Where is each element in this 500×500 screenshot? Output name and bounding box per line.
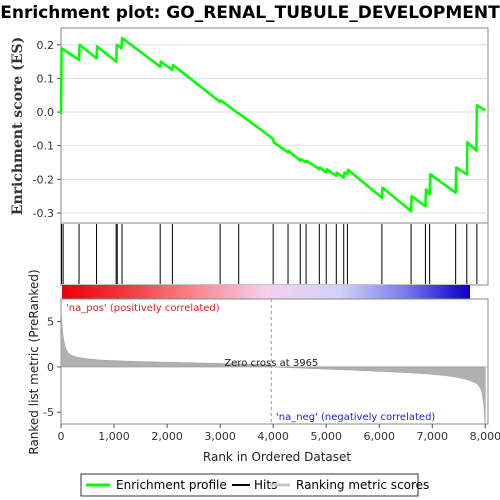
x-tick-label: 6,000 bbox=[364, 430, 396, 443]
es-axis-label: Enrichment score (ES) bbox=[10, 37, 26, 215]
legend-hits-label: Hits bbox=[254, 478, 277, 492]
metric-ytick-label: 5 bbox=[47, 316, 54, 329]
es-ytick-label: -0.2 bbox=[33, 173, 54, 186]
x-tick-label: 7,000 bbox=[417, 430, 449, 443]
x-tick-label: 3,000 bbox=[204, 430, 236, 443]
x-tick-label: 8,000 bbox=[470, 430, 500, 443]
metric-ytick-label: -5 bbox=[43, 406, 54, 419]
es-ytick-label: -0.1 bbox=[33, 140, 54, 153]
rank-color-bar bbox=[62, 285, 470, 299]
x-tick-label: 4,000 bbox=[257, 430, 289, 443]
es-panel-frame bbox=[60, 27, 489, 224]
es-ytick-label: -0.3 bbox=[33, 207, 54, 220]
enrichment-profile-line bbox=[59, 36, 486, 213]
neg-label: 'na_neg' (negatively correlated) bbox=[276, 412, 435, 423]
x-tick-label: 2,000 bbox=[151, 430, 183, 443]
zero-cross-label: Zero cross at 3965 bbox=[224, 358, 318, 369]
chart-title: Enrichment plot: GO_RENAL_TUBULE_DEVELOP… bbox=[0, 3, 500, 23]
metric-ytick-label: 0 bbox=[47, 361, 54, 374]
hits-panel-frame bbox=[60, 222, 489, 286]
x-tick-label: 0 bbox=[58, 430, 65, 443]
metric-axis-label: Ranked list metric (PreRanked) bbox=[27, 269, 41, 454]
pos-label: 'na_pos' (positively correlated) bbox=[66, 303, 220, 314]
x-tick-label: 1,000 bbox=[98, 430, 130, 443]
es-ytick-label: 0.1 bbox=[37, 72, 55, 85]
legend-metric-label: Ranking metric scores bbox=[296, 478, 429, 492]
x-axis-label: Rank in Ordered Dataset bbox=[203, 450, 351, 464]
legend-profile-label: Enrichment profile bbox=[116, 478, 227, 492]
es-ytick-label: 0.2 bbox=[37, 39, 55, 52]
es-ytick-label: 0.0 bbox=[37, 106, 55, 119]
x-tick-label: 5,000 bbox=[310, 430, 342, 443]
